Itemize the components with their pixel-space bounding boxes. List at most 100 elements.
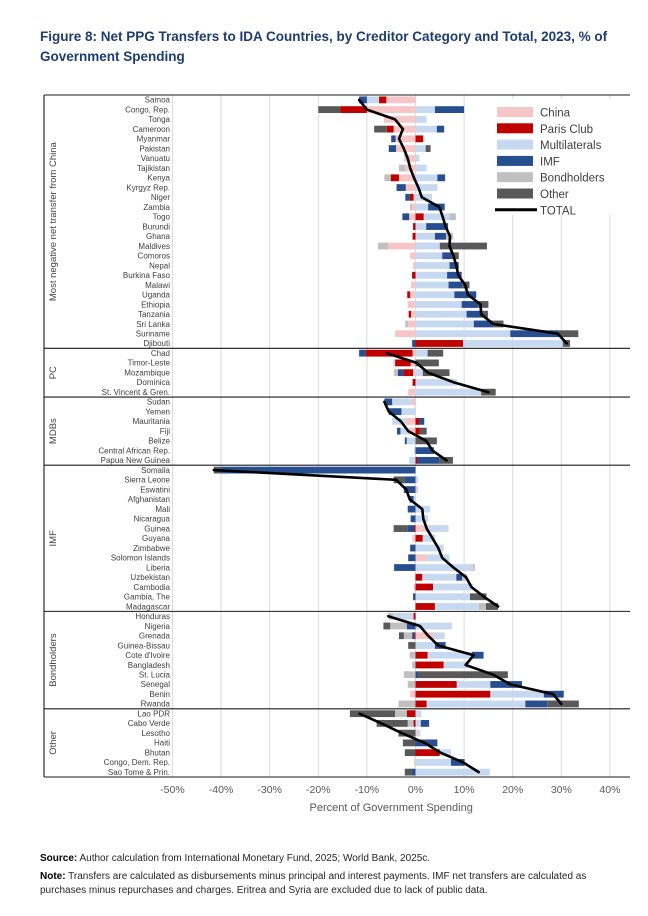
country-label: Comoros: [138, 252, 170, 261]
bar-segment-imf: [428, 203, 445, 211]
bar-segment-imf: [404, 476, 416, 484]
source-text: Author calculation from International Mo…: [77, 853, 431, 864]
bar-segment-multilaterals: [432, 583, 473, 591]
bar-segment-paris_club: [415, 213, 424, 221]
bar-segment-china: [415, 729, 418, 737]
figure-title: Figure 8: Net PPG Transfers to IDA Count…: [40, 29, 608, 64]
country-label: Madagascar: [126, 602, 170, 611]
bar-segment-imf: [461, 301, 479, 308]
bar-segment-bondholders: [449, 213, 456, 221]
country-label: Maldives: [138, 242, 170, 251]
bar-segment-paris_club: [412, 271, 416, 279]
country-label: Mozambique: [124, 368, 170, 377]
country-label: Honduras: [135, 612, 170, 621]
bar-segment-bondholders: [384, 174, 391, 182]
country-label: Afghanistan: [128, 495, 170, 504]
bar-segment-imf: [415, 447, 434, 455]
bar-segment-imf: [359, 96, 367, 104]
bar-segment-paris_club: [340, 106, 367, 114]
bar-segment-multilaterals: [393, 359, 396, 367]
bar-segment-multilaterals: [415, 476, 418, 484]
bar-segment-other: [408, 642, 416, 649]
country-label: Ghana: [146, 232, 171, 241]
legend-swatch-bondholders: [497, 172, 533, 183]
bar-segment-other: [393, 525, 408, 532]
legend-label-bondholders: Bondholders: [540, 173, 605, 185]
bar-segment-imf: [406, 622, 416, 630]
bar-segment-imf: [388, 145, 397, 152]
bar-segment-other: [402, 739, 416, 747]
bar-segment-multilaterals: [415, 223, 427, 230]
bar-segment-other: [558, 330, 579, 338]
bar-segment-other: [483, 310, 488, 318]
bar-segment-multilaterals: [456, 681, 491, 688]
bar-segment-imf: [442, 252, 451, 260]
bar-segment-bondholders: [472, 564, 475, 571]
bar-segment-paris_club: [415, 603, 435, 610]
bar-segment-imf: [436, 125, 445, 133]
bar-segment-other: [404, 768, 412, 776]
bar-segment-paris_club: [403, 369, 414, 377]
country-label: Ethiopia: [141, 300, 170, 309]
legend-swatch-china: [497, 107, 533, 117]
country-label: Bangladesh: [128, 661, 170, 670]
country-label: Solomon Islands: [111, 554, 170, 563]
country-label: Tanzania: [138, 310, 171, 319]
bar-segment-multilaterals: [415, 262, 450, 269]
bar-segment-other: [439, 242, 487, 250]
bar-segment-paris_club: [379, 96, 387, 104]
country-label: Uganda: [142, 291, 171, 300]
note-label: Note:: [40, 870, 66, 882]
country-label: Sierra Leone: [124, 476, 170, 485]
bar-segment-imf: [407, 505, 416, 513]
bar-segment-china: [413, 193, 416, 201]
x-tick-label: -20%: [306, 784, 331, 796]
x-tick-label: 10%: [454, 784, 475, 796]
bar-segment-bondholders: [378, 242, 389, 250]
bar-segment-multilaterals: [415, 379, 457, 386]
bar-segment-bondholders: [390, 622, 407, 630]
x-tick-label: -10%: [355, 784, 380, 796]
bar-segment-imf: [413, 593, 416, 601]
bar-segment-paris_club: [390, 174, 399, 182]
bar-segment-multilaterals: [415, 203, 429, 211]
bar-segment-china: [396, 145, 416, 152]
country-label: Cote d'Ivoire: [125, 651, 170, 660]
x-tick-label: -50%: [160, 784, 185, 796]
bar-segment-china: [388, 242, 416, 250]
country-label: Kenya: [147, 174, 170, 183]
bar-segment-multilaterals: [422, 534, 436, 542]
bar-segment-china: [405, 184, 416, 191]
bar-segment-imf: [405, 193, 410, 201]
country-label: St. Vincent & Gren.: [102, 388, 170, 397]
group-label: IMF: [48, 530, 59, 547]
bar-segment-paris_club: [415, 749, 440, 757]
bar-segment-china: [411, 398, 416, 406]
bar-segment-imf: [402, 213, 410, 221]
bar-segment-multilaterals: [415, 369, 423, 377]
bar-segment-china: [408, 320, 416, 328]
country-label: Yemen: [145, 407, 170, 416]
bar-segment-multilaterals: [415, 758, 451, 766]
bar-segment-multilaterals: [415, 349, 428, 357]
country-label: Uzbekistan: [130, 573, 170, 582]
country-label: Malawi: [145, 281, 170, 290]
bar-segment-multilaterals: [422, 573, 457, 581]
country-label: Haiti: [154, 739, 170, 748]
bar-segment-imf: [471, 651, 484, 659]
bar-segment-bondholders: [405, 320, 409, 328]
bar-segment-other: [415, 359, 439, 367]
bar-segment-paris_club: [395, 359, 411, 367]
bar-segment-china: [411, 281, 416, 289]
country-label: Vanuatu: [141, 154, 170, 163]
bar-segment-multilaterals: [415, 622, 452, 630]
bar-segment-multilaterals: [415, 242, 440, 250]
legend-swatch-other: [497, 188, 533, 199]
bar-segment-paris_club: [415, 340, 464, 347]
bar-segment-china: [415, 554, 427, 562]
country-label: Liberia: [146, 563, 171, 572]
bar-segment-multilaterals: [415, 164, 427, 172]
bar-segment-china: [405, 417, 416, 425]
bar-segment-multilaterals: [415, 232, 435, 240]
country-label: Cameroon: [133, 125, 170, 134]
